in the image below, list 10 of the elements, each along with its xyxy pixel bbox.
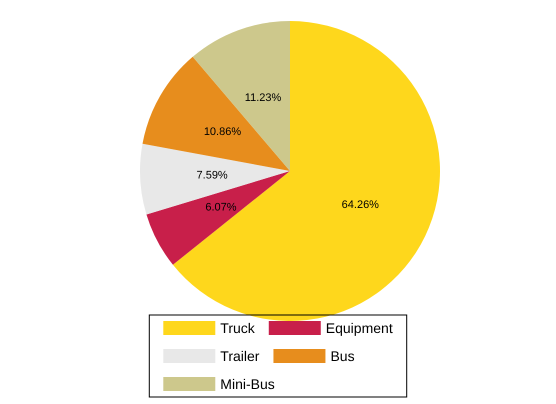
data-label: 64.26% (342, 198, 380, 211)
legend-label: Truck (220, 320, 256, 336)
data-label: 11.23% (244, 92, 282, 104)
data-label: 10.86% (204, 126, 242, 138)
legend-label: Trailer (220, 348, 260, 364)
legend-label: Equipment (326, 320, 393, 336)
legend-label: Mini-Bus (220, 376, 275, 392)
data-label: 7.59% (196, 169, 228, 182)
data-label: 6.07% (205, 201, 237, 214)
legend-label: Bus (330, 348, 355, 364)
